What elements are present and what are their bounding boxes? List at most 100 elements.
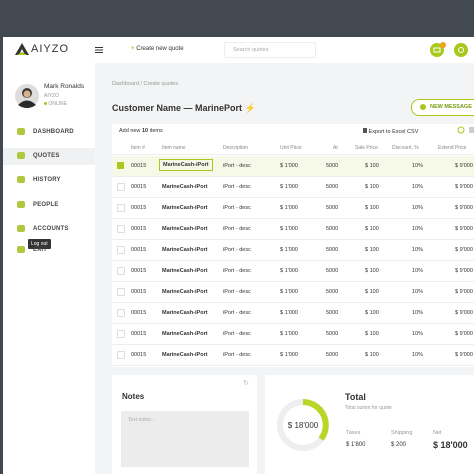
add-items[interactable]: Add new 10 items <box>119 128 163 134</box>
table-cell: iPort - desc <box>223 184 251 190</box>
table-cell: 10% <box>412 352 424 358</box>
search-box[interactable]: Search quotes <box>224 42 316 58</box>
table-cell: 10% <box>412 289 424 295</box>
table-cell: 5000 <box>326 289 339 295</box>
table-row[interactable]: 00015 MarineCash-iPort iPort - desc $ 1'000… <box>112 177 474 198</box>
table-cell: $ 1'000 <box>280 331 298 337</box>
row-checkbox[interactable] <box>117 204 125 212</box>
table-cell: $ 100 <box>365 310 379 316</box>
avatar <box>15 84 39 108</box>
row-checkbox[interactable] <box>117 183 125 191</box>
table-cell: MarineCash-iPort <box>162 289 208 295</box>
table-row[interactable]: 00015 MarineCash-iPort iPort - desc $ 1'000… <box>112 345 474 366</box>
breadcrumb-item[interactable]: Dashboard <box>112 81 139 87</box>
total-value: $ 1'800 <box>346 442 366 448</box>
menu-icon <box>17 128 25 135</box>
add-items-label: items <box>149 128 163 134</box>
column-header: Unit Price <box>280 145 302 151</box>
table-cell: $ 100 <box>365 331 379 337</box>
row-checkbox[interactable] <box>117 330 125 338</box>
app-window: AIYZO + Create new quote Search quotes M… <box>3 37 474 474</box>
title-text: Customer Name — MarinePort <box>112 103 243 113</box>
print-icon <box>363 128 367 133</box>
table-row[interactable]: 00015 MarineCash-iPort iPort - desc $ 1'000… <box>112 261 474 282</box>
menu-icon <box>17 246 25 253</box>
table-row[interactable]: 00015 MarineCash-iPort iPort - desc $ 1'000… <box>112 303 474 324</box>
add-count: 10 <box>141 128 149 134</box>
table-cell: $ 9'000 <box>455 310 473 316</box>
table-cell: 5000 <box>326 184 339 190</box>
menu-item[interactable]: PEOPLE <box>33 202 59 208</box>
table-row[interactable]: 00015 MarineCash-iPort iPort - desc $ 1'000… <box>112 219 474 240</box>
table-row[interactable]: 00015 MarineCash-iPort iPort - desc $ 1'000… <box>112 324 474 345</box>
menu-item[interactable]: DASHBOARD <box>33 129 74 135</box>
table-cell: MarineCash-iPort <box>162 268 208 274</box>
table-cell: 00015 <box>131 310 147 316</box>
table-cell: 5000 <box>326 310 339 316</box>
create-quote[interactable]: + Create new quote <box>131 46 184 52</box>
breadcrumb: Dashboard / Create quotes <box>112 81 179 87</box>
table-cell: $ 9'000 <box>455 331 473 337</box>
table-cell: 00015 <box>131 163 147 169</box>
table-cell: $ 100 <box>365 289 379 295</box>
table-cell: 5000 <box>326 226 339 232</box>
table-tools[interactable] <box>457 126 474 134</box>
table-cell: 00015 <box>131 331 147 337</box>
table-cell: $ 1'000 <box>280 268 298 274</box>
refresh-icon[interactable]: ↻ <box>243 380 249 387</box>
menu-item[interactable]: ACCOUNTS <box>33 226 69 232</box>
table-cell: 10% <box>412 247 424 253</box>
menu-item[interactable]: EXIT <box>33 247 48 253</box>
row-checkbox[interactable] <box>117 225 125 233</box>
row-checkbox[interactable] <box>117 288 125 296</box>
table-cell: $ 9'000 <box>455 184 473 190</box>
column-header: Item # <box>131 145 145 151</box>
table-cell: $ 1'000 <box>280 289 298 295</box>
search-placeholder: Search quotes <box>233 47 269 53</box>
menu-icon <box>17 176 25 183</box>
breadcrumb-item[interactable]: Create quotes <box>143 81 179 87</box>
table-cell: $ 9'000 <box>455 268 473 274</box>
notes-textarea[interactable]: Text notes... <box>121 411 249 467</box>
table-cell: MarineCash-iPort <box>162 310 208 316</box>
table-cell: $ 1'000 <box>280 247 298 253</box>
table-cell: $ 100 <box>365 184 379 190</box>
table-cell: MarineCash-iPort <box>162 352 208 358</box>
menu-item[interactable]: HISTORY <box>33 177 61 183</box>
table-row[interactable]: 00015 MarineCash-iPort iPort - desc $ 1'000… <box>112 282 474 303</box>
table-cell: 5000 <box>326 352 339 358</box>
total-label: Taxes <box>346 430 361 436</box>
new-message-button[interactable]: NEW MESSAGE <box>411 99 474 116</box>
menu-item[interactable]: QUOTES <box>33 153 60 159</box>
row-checkbox[interactable] <box>117 267 125 275</box>
export-csv[interactable]: Export to Excel CSV <box>363 128 418 135</box>
table-cell: $ 100 <box>365 268 379 274</box>
table-cell: 5000 <box>326 247 339 253</box>
table-cell: 00015 <box>131 268 147 274</box>
total-value: $ 18'000 <box>433 440 468 450</box>
user-status: ONLINE <box>44 101 67 107</box>
table-cell: iPort - desc <box>223 205 251 211</box>
table-row[interactable]: 00015 MarineCash-iPort iPort - desc $ 1'000… <box>112 198 474 219</box>
table-row[interactable]: 00015 MarineCash-iPort iPort - desc $ 1'000… <box>112 156 474 177</box>
table-cell: $ 9'000 <box>455 352 473 358</box>
table-cell: MarineCash-iPort <box>162 226 208 232</box>
row-checkbox[interactable] <box>117 246 125 254</box>
row-checkbox[interactable] <box>117 309 125 317</box>
user-name: Mark Ronalds <box>44 83 85 90</box>
donut-amount: $ 18'000 <box>287 421 319 430</box>
total-value: $ 200 <box>391 442 407 448</box>
table-cell: MarineCash-iPort <box>159 159 213 171</box>
table-cell: iPort - desc <box>223 226 251 232</box>
table-cell: MarineCash-iPort <box>162 247 208 253</box>
table-cell: iPort - desc <box>223 163 251 169</box>
table-cell: $ 100 <box>365 352 379 358</box>
row-checkbox[interactable] <box>117 351 125 359</box>
total-donut <box>277 399 329 451</box>
row-checkbox[interactable] <box>117 162 124 169</box>
page-title: Customer Name — MarinePort ⚡ <box>112 103 256 114</box>
menu-toggle[interactable] <box>95 47 103 53</box>
table-row[interactable]: 00015 MarineCash-iPort iPort - desc $ 1'000… <box>112 240 474 261</box>
edit-icon[interactable]: ⚡ <box>244 103 256 113</box>
